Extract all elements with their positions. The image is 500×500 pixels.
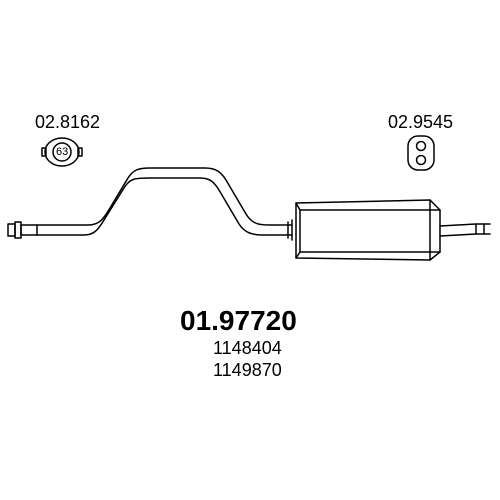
exhaust-diagram (0, 0, 500, 500)
muffler (296, 200, 440, 260)
reference-number-1: 1148404 (213, 338, 282, 359)
inlet-fitting (8, 222, 37, 238)
clamp-size-label: 63 (56, 146, 68, 158)
main-part-number: 01.97720 (180, 305, 297, 337)
bracket-part-number: 02.9545 (388, 112, 453, 133)
clamp-part-number: 02.8162 (35, 112, 100, 133)
tail-pipe (440, 224, 490, 236)
reference-number-2: 1149870 (213, 360, 282, 381)
exhaust-pipe (37, 168, 292, 240)
bracket-icon (408, 136, 434, 170)
